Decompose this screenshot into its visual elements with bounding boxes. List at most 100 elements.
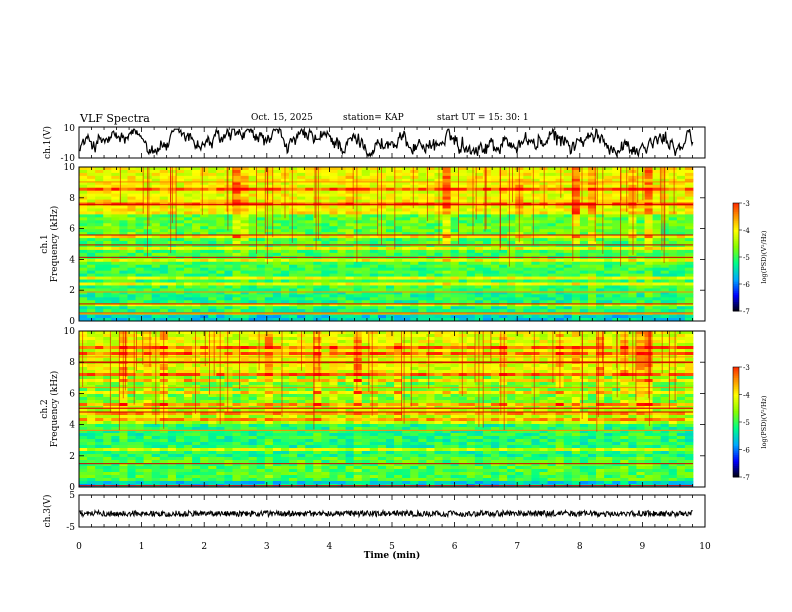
ch1-spectrogram-cell	[547, 232, 557, 236]
ch1-spectrogram-cell	[660, 303, 670, 307]
ch1-spectrogram-cell	[337, 279, 347, 283]
ch1-spectrogram-cell	[604, 178, 613, 183]
ch1-spectrogram-cell	[410, 244, 419, 248]
ch2-spectrogram-cell	[127, 337, 136, 341]
ch1-spectrogram-cell	[466, 273, 476, 277]
ch2-spectrogram-cell	[135, 400, 145, 404]
ch1-spectrogram-cell	[127, 276, 136, 280]
ch1-spectrogram-cell	[297, 167, 306, 171]
ch1-spectrogram-cell	[272, 172, 282, 177]
ch1-spectrogram-cell	[531, 190, 540, 195]
ch2-spectrogram-cell	[111, 394, 120, 398]
ch2-spectrogram-cell	[143, 400, 153, 404]
ch1-spectrogram-cell	[547, 226, 557, 230]
ch1-spectrogram-cell	[434, 258, 443, 263]
ch2-spectrogram-cell	[127, 421, 136, 425]
ch1-spectrogram-cell	[571, 273, 581, 277]
ch1-spectrogram-cell	[95, 211, 104, 215]
ch1-spectrogram-cell	[394, 211, 403, 215]
ch1-spectrogram-cell	[321, 226, 330, 230]
ch1-spectrogram-cell	[596, 297, 605, 301]
ch2-spectrogram-cell	[103, 337, 112, 341]
ch1-spectrogram-cell	[111, 270, 120, 275]
ch1-spectrogram-cell	[555, 303, 565, 307]
ch1-spectrogram-cell	[289, 258, 298, 263]
ch1-spectrogram-colorbar-step	[733, 237, 739, 240]
ch1-spectrogram-cell	[313, 184, 322, 189]
ch1-spectrogram-cell	[184, 303, 193, 307]
ch1-spectrogram-cell	[604, 223, 613, 227]
ch2-spectrogram-cell	[127, 418, 136, 422]
ch1-spectrogram-cell	[377, 273, 387, 277]
ch1-spectrogram-cell	[410, 264, 419, 269]
ch1-spectrogram-cell	[297, 315, 306, 319]
ch1-spectrogram-cell	[426, 235, 435, 239]
ch1-spectrogram-cell	[216, 241, 225, 245]
ch1-spectrogram-cell	[684, 246, 694, 251]
ch2-spectrogram-cell	[175, 466, 185, 470]
ch1-spectrogram-cell	[531, 294, 540, 298]
ch2-spectrogram-cell	[175, 373, 185, 377]
ch1-spectrogram-cell	[450, 264, 460, 269]
ch2-spectrogram-cell	[119, 460, 128, 464]
ch1-spectrogram-cell	[466, 229, 476, 233]
ch1-spectrogram-cell	[684, 169, 694, 174]
ch2-spectrogram-cell	[175, 433, 185, 437]
ch1-spectrogram-cell	[523, 223, 532, 227]
ch1-spectrogram-cell	[620, 276, 629, 280]
ch1-spectrogram-cell	[264, 318, 274, 322]
ch1-spectrogram-cell	[264, 244, 274, 248]
ch1-spectrogram-cell	[474, 276, 484, 280]
ch1-spectrogram-cell	[612, 167, 621, 171]
ch1-spectrogram-cell	[587, 282, 597, 286]
ch1-spectrogram-cell	[668, 258, 678, 263]
ch1-spectrogram-cell	[321, 167, 330, 171]
ch1-spectrogram-cell	[377, 309, 387, 313]
ch1-spectrogram-cell	[280, 279, 290, 283]
ch1-spectrogram-cell	[95, 270, 104, 275]
ch1-spectrogram-cell	[353, 217, 363, 221]
ch1-spectrogram-cell	[264, 226, 274, 230]
ch1-spectrogram-cell	[272, 211, 282, 215]
ch1-spectrogram-cell	[175, 276, 185, 280]
ch1-spectrogram-cell	[660, 285, 670, 289]
ch1-spectrogram-cell	[442, 220, 452, 224]
ch1-spectrogram-cell	[491, 249, 500, 254]
ch1-spectrogram-cell	[555, 282, 565, 286]
ch2-spectrogram-cell	[175, 451, 185, 455]
ch1-spectrogram-cell	[515, 258, 524, 263]
ch1-spectrogram-cell	[127, 220, 136, 224]
ch1-spectrogram-cell	[289, 246, 298, 251]
ch2-spectrogram-cell	[143, 439, 153, 443]
ch1-spectrogram-cell	[652, 229, 662, 233]
ch2-spectrogram-cell	[111, 367, 120, 371]
ch1-spectrogram-cell	[563, 229, 573, 233]
ch1-spectrogram-cell	[337, 217, 347, 221]
ch2-spectrogram-cell	[135, 439, 145, 443]
ch1-spectrogram-cell	[458, 181, 468, 186]
ch1-spectrogram-cell	[386, 167, 395, 171]
ch1-spectrogram-cell	[369, 181, 379, 186]
ch1-spectrogram-cell	[135, 318, 145, 322]
ch2-spectrogram-cell	[79, 463, 88, 467]
ch1-spectrogram-cell	[563, 288, 573, 292]
ch1-spectrogram-cell	[547, 297, 557, 301]
ch1-spectrogram-cell	[264, 220, 274, 224]
ch1-spectrogram-cell	[289, 208, 298, 212]
ch1-spectrogram-cell	[127, 178, 136, 183]
ch1-spectrogram-cell	[410, 315, 419, 319]
ch2-spectrogram-cell	[95, 451, 104, 455]
ch1-spectrogram-cell	[240, 273, 250, 277]
ch1-spectrogram-cell	[636, 249, 645, 254]
ch1-spectrogram-cell	[523, 244, 532, 248]
ch2-spectrogram-cell	[175, 424, 185, 428]
ch2-spectrogram-cell	[135, 460, 145, 464]
ch2-spectrogram-cell	[103, 433, 112, 437]
ch1-spectrogram-cell	[119, 238, 128, 242]
ch1-spectrogram-cell	[313, 172, 322, 177]
ch1-spectrogram-cell	[175, 178, 185, 183]
ch1-spectrogram-cell	[628, 285, 637, 289]
ch1-spectrogram-cell	[256, 235, 266, 239]
ch1-spectrogram-cell	[256, 261, 266, 266]
ch1-spectrogram-cell	[167, 235, 177, 239]
